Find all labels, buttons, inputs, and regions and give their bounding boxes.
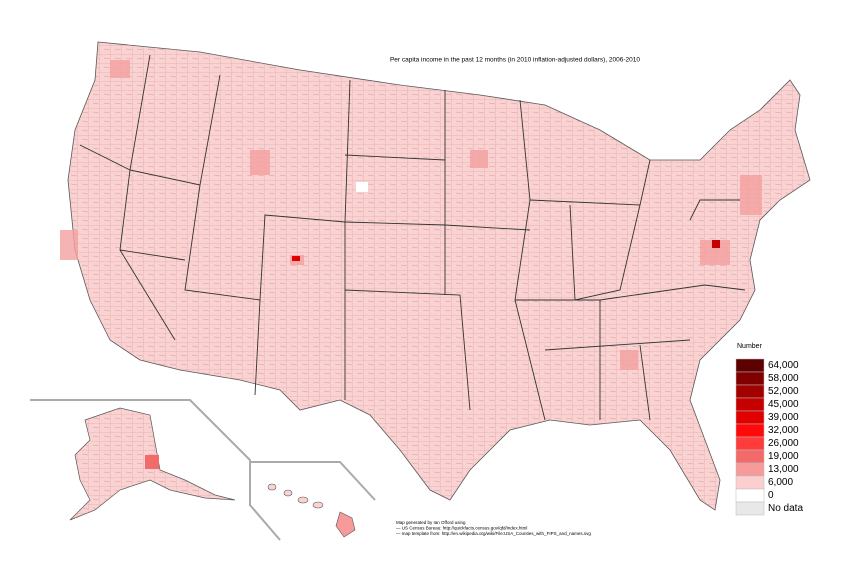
legend-label: 32,000 <box>768 425 799 436</box>
legend-label: 13,000 <box>768 464 799 475</box>
legend: Number 64,000 58,000 52,000 45,000 39,000 32,… <box>735 343 803 516</box>
legend-label: 26,000 <box>768 438 799 449</box>
legend-swatch <box>735 475 765 490</box>
map-title: Per capita income in the past 12 months … <box>390 57 640 64</box>
legend-label: 39,000 <box>768 412 799 423</box>
lower-48 <box>60 41 811 511</box>
credits: Map generated by Ian Offord using— US Ce… <box>396 520 591 536</box>
legend-swatch <box>735 501 765 516</box>
alaska <box>69 407 236 521</box>
legend-swatch <box>735 436 765 451</box>
legend-swatch <box>735 488 765 503</box>
credit-line: Map generated by Ian Offord using <box>396 520 466 525</box>
legend-swatch <box>735 462 765 477</box>
credit-line: — map template from: http://en.wikipedia… <box>396 531 591 536</box>
legend-swatch <box>735 449 765 464</box>
inset-dividers <box>30 399 376 541</box>
legend-swatch <box>735 371 765 386</box>
legend-swatch <box>735 410 765 425</box>
hawaii <box>267 483 356 538</box>
legend-label: No data <box>768 503 803 514</box>
legend-label: 0 <box>768 490 774 501</box>
credit-line: — US Census Bureau: http://quickfacts.ce… <box>396 526 527 531</box>
legend-swatch <box>735 384 765 399</box>
legend-swatch <box>735 358 765 373</box>
legend-label: 6,000 <box>768 477 793 488</box>
legend-label: 52,000 <box>768 386 799 397</box>
legend-label: 19,000 <box>768 451 799 462</box>
legend-swatch <box>735 423 765 438</box>
legend-label: 64,000 <box>768 360 799 371</box>
legend-label: 45,000 <box>768 399 799 410</box>
legend-title: Number <box>737 343 763 350</box>
legend-swatch <box>735 397 765 412</box>
legend-label: 58,000 <box>768 373 799 384</box>
